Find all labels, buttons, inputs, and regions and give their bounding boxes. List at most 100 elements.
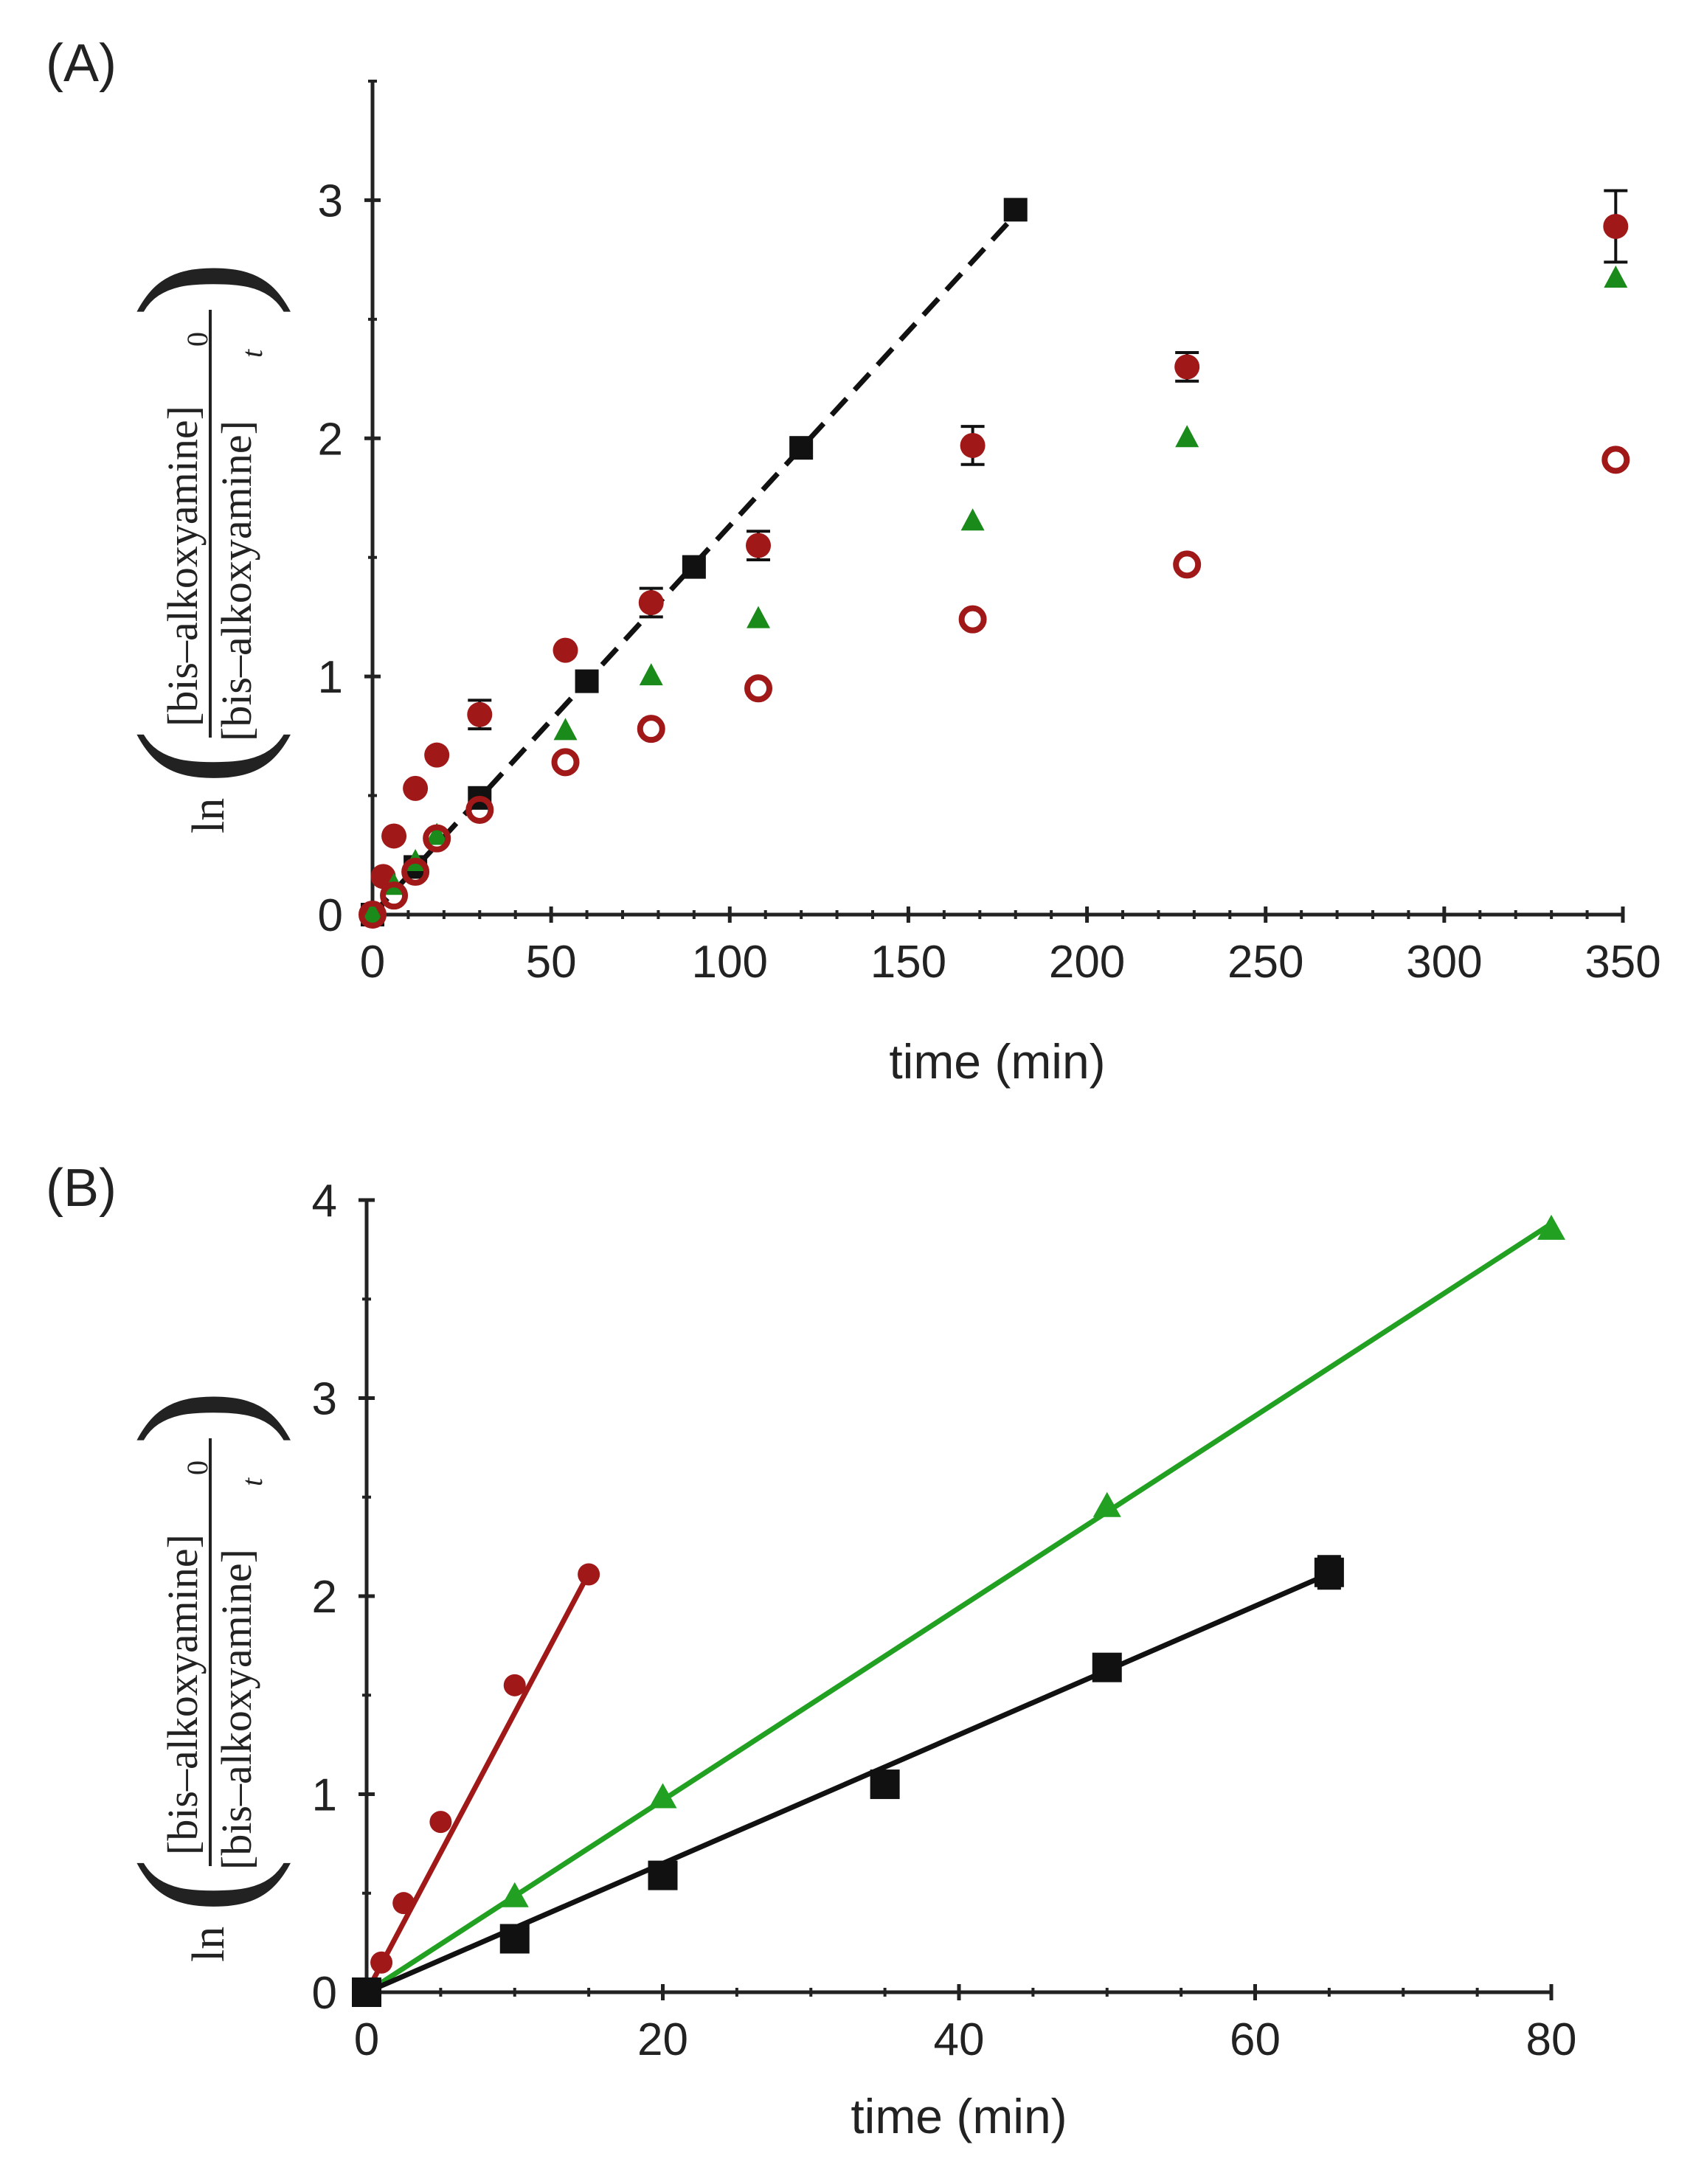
- panel-a-series-2-point: [1604, 265, 1628, 288]
- panel-a-series-1-point: [746, 533, 772, 558]
- panel-b-y-tick-label: 3: [312, 1374, 337, 1425]
- panel-a-series-3-point: [465, 795, 494, 824]
- panel-b-fit-line-0: [364, 1572, 592, 1994]
- panel-b-series-2-point: [352, 1977, 381, 2007]
- panel-b-series-2-point: [1092, 1652, 1122, 1682]
- panel-b-y-tick-label: 0: [312, 1968, 337, 2019]
- panel-a-y-tick-label: 3: [318, 176, 343, 226]
- panel-b-series-0-point: [429, 1811, 452, 1834]
- panel-a-x-tick-label: 150: [870, 937, 946, 988]
- panel-b-y-tick-label: 4: [312, 1176, 337, 1227]
- panel-b-y-tick-label: 2: [312, 1572, 337, 1623]
- panel-a-series-3-point: [380, 881, 409, 910]
- panel-b-series-1-point: [1092, 1491, 1121, 1517]
- panel-a-series-3-point: [1601, 446, 1630, 474]
- panel-a-series-1-point: [1603, 213, 1629, 239]
- panel-a-y-tick-label: 2: [318, 414, 343, 465]
- panel-b-label: (B): [46, 1159, 117, 1218]
- panel-a-series-2-point: [553, 718, 578, 741]
- panel-a-series-1-point: [467, 701, 493, 727]
- panel-a-series-1-point: [381, 823, 407, 849]
- panel-a-series-3-point: [1173, 550, 1202, 579]
- panel-a-x-tick-label: 0: [360, 937, 385, 988]
- panel-a-series-2-point: [1175, 425, 1199, 448]
- panel-a-series-1-point: [403, 775, 429, 801]
- panel-b-fit-line-1: [365, 1221, 1553, 1994]
- panel-b-series-0-point: [392, 1892, 415, 1915]
- panel-a-series-2-point: [747, 606, 771, 628]
- panel-b-ylabel-denominator-sub: t: [235, 1477, 269, 1486]
- panel-a-series-3-point: [744, 674, 773, 703]
- panel-b-x-tick-label: 20: [637, 2014, 688, 2065]
- panel-b-y-tick-label: 1: [312, 1770, 337, 1821]
- panel-a-ylabel-ln: ln: [184, 798, 234, 833]
- panel-b-x-tick-label: 60: [1230, 2014, 1281, 2065]
- panel-a-x-tick-label: 250: [1227, 937, 1303, 988]
- panel-a-ylabel-denominator: [bis–alkoxyamine]: [212, 420, 260, 741]
- panel-b-chart: (B) ln ( [bis–alkoxyamine] 0 [bis–alkoxy…: [46, 1159, 1576, 2143]
- panel-a-series-3-point: [637, 715, 665, 743]
- panel-a-label: (A): [46, 34, 117, 93]
- panel-b-x-axis-title: time (min): [851, 2089, 1067, 2143]
- panel-a-series-2-point: [960, 508, 985, 531]
- panel-a-axes: 0 50 100 150 200 250 300 350 0 1 2 3: [318, 80, 1661, 988]
- panel-a-ylabel-denominator-sub: t: [235, 349, 269, 358]
- panel-b-series-0-point: [503, 1674, 526, 1696]
- panel-b-fit-line-2: [365, 1571, 1331, 1995]
- panel-b-series-2-point: [648, 1860, 678, 1890]
- panel-a-x-tick-label: 350: [1584, 937, 1660, 988]
- panel-b-series-0-point: [578, 1563, 600, 1586]
- panel-a-x-tick-label: 50: [526, 937, 577, 988]
- panel-b-ylabel-left-paren: (: [103, 1857, 291, 1914]
- panel-a-series-3-point: [423, 824, 451, 853]
- panel-a-series-0-point: [1003, 198, 1028, 222]
- panel-a-y-axis-title: ln ( [bis–alkoxyamine] 0 [bis–alkoxyamin…: [103, 260, 291, 833]
- panel-b-ylabel-right-paren: ): [103, 1389, 291, 1446]
- panel-b-x-tick-label: 40: [934, 2014, 985, 2065]
- panel-b-ylabel-ln: ln: [184, 1927, 234, 1962]
- panel-b-series-2-point: [1314, 1557, 1344, 1587]
- panel-b-x-tick-label: 80: [1526, 2014, 1577, 2065]
- panel-a-y-tick-label: 0: [318, 890, 343, 941]
- panel-b-fit-lines: [364, 1221, 1553, 1995]
- panel-a-x-tick-label: 300: [1406, 937, 1482, 988]
- panel-a-series-3-point: [958, 605, 987, 634]
- panel-a-ylabel-right-paren: ): [103, 260, 291, 317]
- panel-a-data-marks: [359, 189, 1630, 929]
- panel-b-series-1-point: [1537, 1214, 1565, 1240]
- panel-a-series-0-point: [682, 555, 706, 579]
- panel-a-series-1-point: [553, 637, 578, 663]
- panel-a-chart: (A) ln ( [bis–alkoxyamine] 0 [bis–alkoxy…: [46, 34, 1661, 1089]
- panel-a-ylabel-left-paren: (: [103, 729, 291, 786]
- panel-a-series-2-point: [639, 663, 663, 686]
- panel-a-series-1-point: [638, 590, 664, 616]
- panel-a-x-tick-label: 200: [1049, 937, 1125, 988]
- panel-b-ylabel-numerator-sub: 0: [181, 1460, 214, 1475]
- panel-b-ylabel-denominator: [bis–alkoxyamine]: [212, 1549, 260, 1870]
- panel-a-series-0-point: [789, 436, 814, 460]
- panel-b-series-1-point: [500, 1882, 529, 1907]
- panel-a-series-3-point: [551, 748, 580, 777]
- panel-a-x-axis-title: time (min): [889, 1034, 1105, 1089]
- panel-b-series-2-point: [499, 1924, 530, 1954]
- panel-b-series-0-point: [370, 1951, 393, 1974]
- panel-a-series-3-point: [401, 857, 430, 886]
- panel-b-series-2-point: [870, 1769, 900, 1800]
- panel-b-axes: 0 20 40 60 80 0 1 2 3 4: [312, 1176, 1577, 2065]
- panel-a-series-0-point: [575, 669, 599, 693]
- panel-a-series-1-point: [1174, 354, 1200, 380]
- panel-a-ylabel-numerator-sub: 0: [181, 332, 214, 347]
- panel-b-ylabel-numerator: [bis–alkoxyamine]: [159, 1534, 207, 1855]
- panel-b-series-1-point: [648, 1783, 677, 1809]
- panel-a-series-2-point: [425, 822, 449, 845]
- panel-b-x-tick-label: 0: [354, 2014, 379, 2065]
- panel-a-series-1-point: [960, 432, 986, 458]
- panel-a-ylabel-numerator: [bis–alkoxyamine]: [159, 406, 207, 727]
- panel-b-data-marks: [352, 1214, 1565, 2007]
- panel-a-series-3-point: [359, 901, 387, 929]
- panel-a-series-1-point: [424, 742, 450, 768]
- panel-a-y-tick-label: 1: [318, 652, 343, 703]
- panel-a-x-tick-label: 100: [692, 937, 768, 988]
- panel-a-series-2-point: [361, 901, 384, 923]
